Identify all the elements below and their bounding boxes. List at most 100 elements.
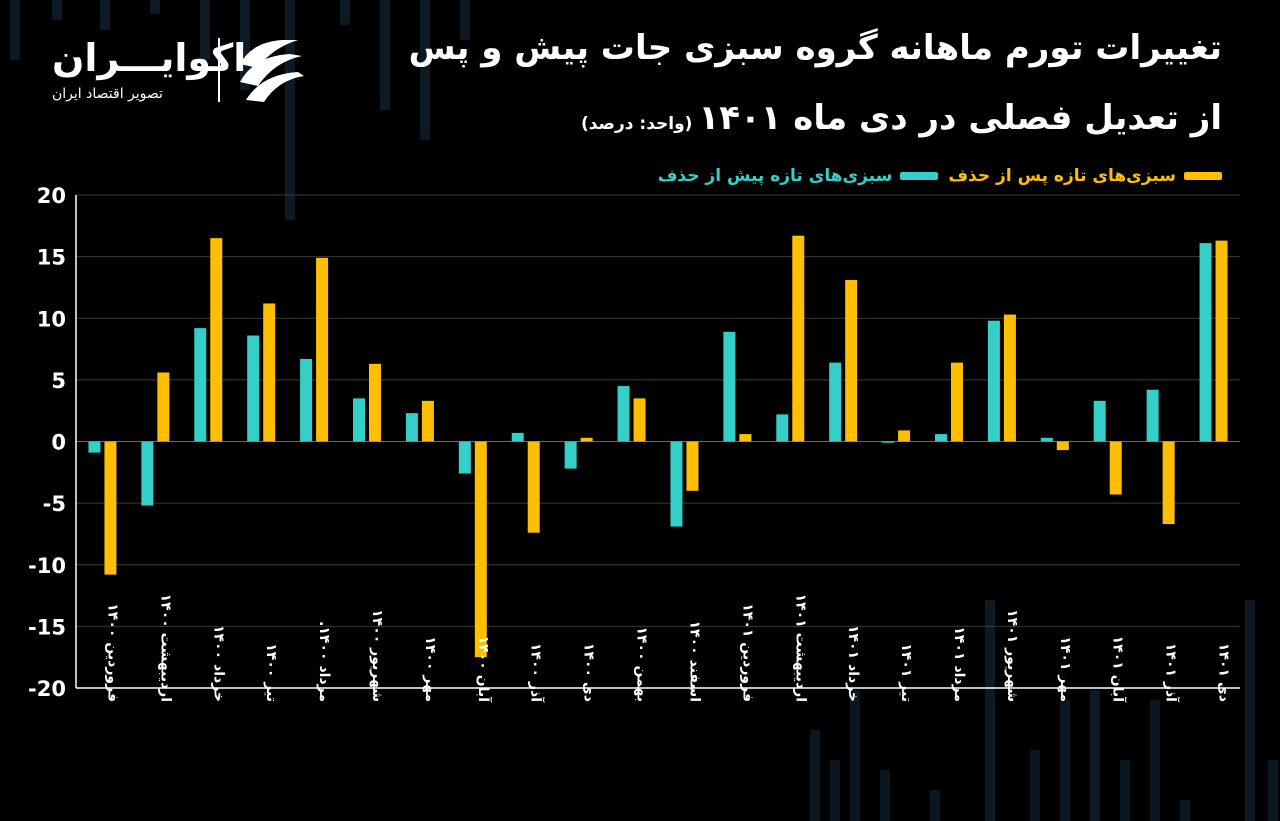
bar-teal — [300, 358, 313, 442]
x-tick-label: اردیبهشت ۱۴۰۰ — [157, 594, 173, 702]
bar-orange — [1003, 314, 1016, 442]
bar-orange — [951, 362, 963, 442]
background-candle — [1090, 690, 1100, 821]
bar-teal — [247, 335, 260, 442]
bar-orange — [104, 441, 117, 575]
bar-teal — [194, 328, 207, 442]
x-tick-label: اسفند ۱۴۰۰ — [686, 620, 702, 702]
x-tick-label: آبان ۱۴۰۱ — [1110, 636, 1128, 704]
ecoiran-logo-mark-icon — [240, 40, 304, 102]
x-tick-label: آذر ۱۴۰۰ — [528, 643, 546, 703]
background-candle — [200, 0, 210, 60]
bar-teal — [1040, 437, 1053, 442]
background-candle — [830, 760, 840, 821]
background-candle — [460, 0, 470, 40]
background-candle — [810, 730, 820, 821]
bar-orange — [527, 441, 540, 533]
legend-item-teal: سبزی‌های تازه پیش از حذف — [658, 166, 939, 186]
bar-teal — [353, 398, 365, 442]
background-candle — [880, 770, 890, 821]
bar-teal — [141, 441, 154, 506]
bar-teal — [829, 362, 842, 442]
background-candle — [1030, 750, 1040, 821]
logo-divider — [218, 38, 220, 102]
background-candle — [52, 0, 62, 20]
chart-legend: سبزی‌های تازه پس از حذف سبزی‌های تازه پی… — [658, 166, 1222, 186]
x-tick-label: تیر ۱۴۰۱ — [898, 643, 914, 702]
chart-unit-label: (واحد: درصد) — [580, 114, 693, 134]
x-tick-label: شهریور ۱۴۰۰ — [369, 609, 385, 702]
x-tick-label: فروردین ۱۴۰۰ — [104, 603, 120, 702]
x-tick-label: تیر ۱۴۰۰ — [263, 643, 279, 702]
bar-orange — [633, 398, 646, 442]
chart-title: تغییرات تورم ماهانه گروه سبزی جات پیش و … — [408, 28, 1222, 68]
y-tick-label: 20 — [37, 184, 66, 208]
y-tick-label: 15 — [37, 246, 66, 270]
background-candle — [340, 0, 350, 25]
bar-teal — [1199, 243, 1212, 442]
y-tick-label: 10 — [37, 307, 66, 331]
x-tick-label: مهر ۱۴۰۰ — [422, 636, 438, 702]
x-tick-label: مرداد ۱۴۰۰. — [316, 621, 332, 702]
background-candle — [985, 600, 995, 821]
bar-orange — [792, 235, 805, 442]
bar-teal — [935, 434, 947, 442]
y-tick-label: -5 — [43, 492, 66, 516]
background-candle — [150, 0, 160, 14]
bar-orange — [845, 280, 858, 442]
logo-tagline: تصویر اقتصاد ایران — [52, 86, 163, 102]
background-candle — [1180, 800, 1190, 821]
bar-orange — [421, 400, 434, 442]
bar-teal — [511, 432, 524, 442]
chart-subtitle: از تعدیل فصلی در دی ماه ۱۴۰۱(واحد: درصد) — [581, 98, 1222, 138]
bar-teal — [564, 441, 577, 469]
background-candle — [1150, 700, 1160, 821]
x-tick-label: مهر ۱۴۰۱ — [1057, 636, 1073, 702]
legend-item-orange: سبزی‌های تازه پس از حذف — [948, 166, 1222, 186]
x-tick-label: آذر ۱۴۰۱ — [1163, 643, 1181, 703]
background-candle — [1120, 760, 1130, 821]
background-candle — [100, 0, 110, 30]
bar-teal — [88, 441, 101, 453]
x-tick-label: شهریور ۱۴۰۱ — [1004, 609, 1020, 702]
bar-teal — [617, 386, 630, 442]
bar-orange — [157, 372, 170, 442]
bar-teal — [882, 441, 895, 443]
background-candle — [420, 0, 430, 140]
bar-orange — [686, 441, 699, 491]
background-candle — [380, 0, 390, 110]
bar-teal — [458, 441, 471, 474]
x-tick-label: آبان ۱۴۰۰ — [475, 636, 493, 704]
background-candle — [1268, 760, 1278, 821]
bar-teal — [1146, 389, 1159, 442]
legend-label-orange: سبزی‌های تازه پس از حذف — [948, 166, 1176, 186]
y-tick-label: -20 — [28, 677, 66, 701]
legend-label-teal: سبزی‌های تازه پیش از حذف — [657, 166, 893, 186]
legend-swatch-orange — [1184, 172, 1222, 180]
bar-orange — [1215, 240, 1228, 442]
x-tick-label: دی ۱۴۰۱ — [1216, 643, 1232, 702]
bar-orange — [474, 441, 487, 658]
x-tick-label: مرداد ۱۴۰۱ — [951, 626, 967, 702]
x-tick-label: دی ۱۴۰۰ — [581, 643, 597, 702]
background-candle — [10, 0, 20, 60]
x-tick-label: بهمن ۱۴۰۰ — [634, 626, 650, 702]
y-tick-label: -10 — [28, 554, 66, 578]
background-candle — [850, 690, 860, 821]
bar-orange — [1162, 441, 1175, 525]
bar-teal — [405, 413, 418, 442]
chart-subtitle-text: از تعدیل فصلی در دی ماه ۱۴۰۱ — [698, 98, 1222, 138]
bar-orange — [369, 363, 381, 442]
x-tick-label: اردیبهشت ۱۴۰۱ — [792, 594, 808, 702]
bar-orange — [1109, 441, 1122, 495]
y-tick-label: 5 — [51, 369, 66, 393]
bar-teal — [670, 441, 683, 527]
x-tick-label: خرداد ۱۴۰۱ — [845, 625, 861, 702]
y-tick-label: -15 — [28, 615, 66, 639]
bar-orange — [263, 303, 276, 442]
x-tick-label: خرداد ۱۴۰۰ — [210, 625, 226, 702]
background-candle — [1060, 700, 1070, 821]
bar-orange — [210, 238, 223, 442]
